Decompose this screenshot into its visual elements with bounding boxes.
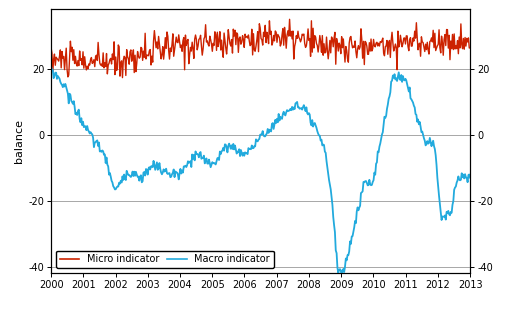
Y-axis label: balance: balance <box>14 119 24 163</box>
Legend: Micro indicator, Macro indicator: Micro indicator, Macro indicator <box>56 251 274 268</box>
